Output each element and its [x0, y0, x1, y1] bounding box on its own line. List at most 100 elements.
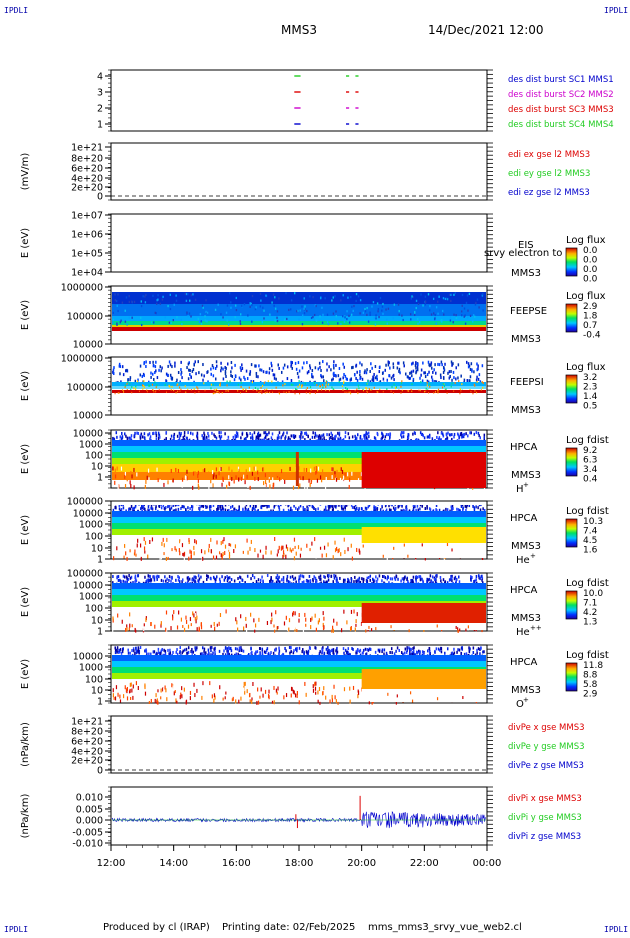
hpca_he2-band-green	[112, 595, 486, 601]
hpca_he1-pixel	[262, 504, 264, 508]
hpca_o-pixel	[112, 693, 114, 698]
hpca_o-pixel	[298, 700, 300, 705]
feepse-pixel	[398, 309, 400, 313]
hpca_he1-pixel	[373, 507, 375, 511]
hpca_he2-pixel	[332, 580, 335, 584]
hpca_h-pixel	[146, 471, 149, 476]
feepsi-pixel	[291, 366, 294, 370]
feepsi-pixel	[212, 366, 215, 370]
hpca_o-pixel	[480, 646, 482, 650]
feepse-pixel	[401, 314, 403, 317]
hpca_h-pixel	[421, 432, 424, 436]
feepsi-pixel	[322, 375, 325, 379]
hpca_he1-y-tick-label: 100	[85, 532, 103, 543]
feepse-pixel	[112, 318, 114, 321]
feepse-pixel	[303, 297, 305, 300]
feepse-pixel	[189, 299, 191, 302]
hpca_he1-pixel	[451, 504, 454, 508]
hpca_h-pixel	[469, 431, 471, 435]
hpca_he1-pixel	[265, 550, 267, 555]
hpca_he1-pixel	[118, 507, 121, 511]
hpca_he2-pixel	[275, 610, 277, 615]
hpca_he1-pixel	[415, 508, 417, 512]
feepsi-pixel	[335, 363, 337, 367]
hpca_he2-pixel	[253, 576, 256, 580]
hpca_he1-pixel	[259, 549, 262, 553]
feepsi-pixel	[143, 374, 145, 378]
feepsi-pixel	[153, 378, 155, 382]
feepsi-pixel	[416, 368, 419, 372]
hpca_he2-pixel	[137, 574, 139, 578]
hpca_o-pixel	[212, 651, 214, 655]
feepsi-pixel	[471, 368, 473, 372]
hpca_he2-pixel	[397, 577, 399, 581]
hpca_o-pixel	[180, 692, 182, 697]
hpca_o-pixel	[155, 689, 157, 694]
hpca_h-pixel	[220, 435, 223, 439]
hpca_o-pixel	[133, 649, 135, 653]
hpca_o-pixel	[453, 651, 456, 655]
hpca_he2-pixel	[322, 626, 325, 631]
feepsi-pixel	[414, 364, 417, 368]
hpca_he1-pixel	[314, 508, 317, 512]
hpca_o-pixel	[283, 695, 285, 700]
feepsi-pixel	[418, 389, 420, 392]
feepsi-pixel	[437, 362, 439, 366]
hpca_o-pixel	[230, 646, 232, 650]
feepse-pixel	[249, 302, 251, 305]
feepsi-pixel	[311, 375, 313, 379]
hpca_he1-pixel	[310, 554, 313, 559]
hpca_he2-pixel	[147, 581, 149, 585]
feepse-pixel	[326, 313, 329, 316]
hpca_he1-pixel	[150, 503, 153, 507]
hpca_he1-pixel	[212, 503, 215, 507]
hpca_he2-pixel	[245, 616, 247, 621]
feepse-pixel	[251, 303, 253, 307]
feepsi-pixel	[161, 366, 163, 370]
hpca_o-pixel	[267, 694, 270, 699]
feepsi-pixel	[267, 380, 269, 383]
feepsi-colorbar-tick: 0.5	[583, 402, 597, 412]
hpca_he1-pixel	[343, 505, 346, 509]
hpca_he1-pixel	[224, 508, 227, 512]
hpca_he1-pixel	[183, 505, 185, 509]
hpca_he2-pixel	[210, 624, 212, 628]
eis-colorbar-tick: 0.0	[583, 275, 598, 285]
hpca_h-pixel	[282, 433, 284, 437]
feepsi-pixel	[169, 385, 171, 388]
hpca_he1-pixel	[193, 551, 195, 556]
feepsi-pixel	[224, 369, 227, 373]
hpca_h-pixel	[354, 437, 357, 441]
hpca_he1-pixel	[220, 553, 222, 558]
hpca_o-pixel	[317, 699, 319, 703]
hpca_he2-pixel	[134, 574, 137, 578]
time-axis-label: 20:00	[347, 858, 376, 869]
hpca_o-pixel	[185, 647, 188, 651]
hpca_he2-pixel	[183, 611, 185, 616]
feepsi-pixel	[145, 364, 147, 368]
hpca_he2-pixel	[287, 580, 290, 584]
feepsi-pixel	[351, 366, 353, 370]
hpca_h-pixel	[313, 466, 315, 471]
hpca_h-pixel	[280, 469, 283, 474]
hpca_h-pixel	[136, 431, 138, 435]
hpca_he1-pixel	[340, 507, 343, 511]
hpca_h-pixel	[253, 431, 256, 435]
hpca_he2-pixel	[257, 612, 259, 617]
hpca_he2-pixel	[257, 578, 260, 582]
hpca_he2-pixel	[229, 581, 231, 585]
hpca_o-colorbar-tick: 8.8	[583, 671, 598, 681]
hpca_he1-pixel	[483, 508, 486, 512]
feepsi-pixel	[275, 377, 277, 381]
feepsi-pixel	[384, 368, 386, 372]
feepsi-pixel	[184, 385, 186, 388]
hpca_h-pixel	[267, 474, 269, 479]
hpca_he2-pixel	[233, 579, 236, 583]
feepse-pixel	[352, 309, 354, 312]
hpca_h-pixel	[305, 467, 308, 472]
hpca_he1-pixel	[334, 540, 336, 545]
feepsi-pixel	[428, 391, 430, 394]
hpca_o-pixel	[159, 652, 162, 656]
feepsi-pixel	[174, 364, 176, 368]
feepsi-pixel	[342, 389, 344, 391]
